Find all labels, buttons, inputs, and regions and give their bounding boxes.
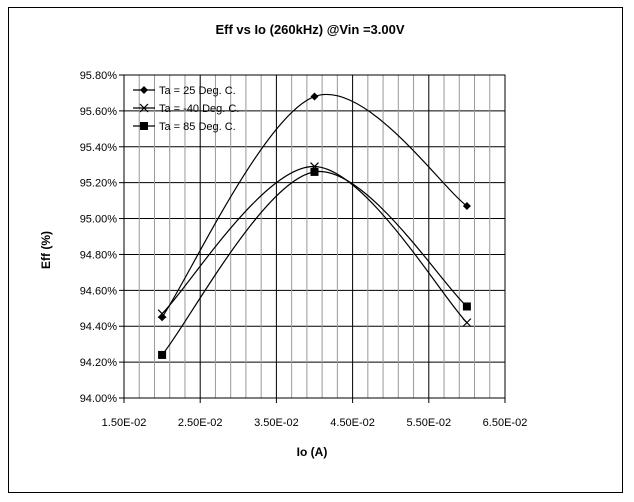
y-tick-label: 94.80% <box>80 249 118 261</box>
data-point-series-1 <box>462 201 471 210</box>
y-axis-ticks: 94.00% 94.20% 94.40% 94.60% 94.80% 95.00% 95.2… <box>80 70 124 405</box>
legend-label-1: Ta = 25 Deg. C. <box>159 85 236 97</box>
legend-label-3: Ta = 85 Deg. C. <box>159 121 236 133</box>
series-lines <box>161 93 468 356</box>
series-line-2 <box>161 165 468 324</box>
x-tick-label: 1.50E-02 <box>102 417 147 429</box>
data-point-series-3 <box>310 167 319 176</box>
chart-title: Eff vs Io (260kHz) @Vin =3.00V <box>215 22 404 37</box>
x-axis-title: Io (A) <box>297 445 328 459</box>
y-tick-label: 95.60% <box>80 106 118 118</box>
y-axis-title: Eff (%) <box>39 231 53 269</box>
plot-area <box>123 74 506 399</box>
data-point-series-1 <box>310 92 319 101</box>
data-point-series-3 <box>462 302 471 311</box>
y-tick-label: 95.40% <box>80 142 118 154</box>
series-markers <box>157 92 472 359</box>
x-axis-ticks: 1.50E-02 2.50E-02 3.50E-02 4.50E-02 5.50E-02… <box>102 398 528 429</box>
y-tick-label: 94.20% <box>80 357 118 369</box>
y-tick-label: 95.80% <box>80 70 118 82</box>
data-point-series-3 <box>158 350 167 359</box>
x-tick-label: 5.50E-02 <box>406 417 451 429</box>
y-tick-label: 95.00% <box>80 214 118 226</box>
x-tick-label: 3.50E-02 <box>254 417 299 429</box>
y-tick-label: 95.20% <box>80 178 118 190</box>
x-tick-label: 4.50E-02 <box>330 417 375 429</box>
legend-marker-1 <box>140 86 148 94</box>
chart-frame <box>8 7 623 493</box>
y-tick-label: 94.00% <box>80 393 118 405</box>
data-point-series-2 <box>462 318 472 328</box>
y-tick-label: 94.40% <box>80 321 118 333</box>
data-point-series-2 <box>157 309 167 319</box>
y-tick-label: 94.60% <box>80 285 118 297</box>
legend-marker-3 <box>140 122 148 130</box>
legend-label-2: Ta = -40 Deg. C. <box>159 103 239 115</box>
x-tick-label: 6.50E-02 <box>483 417 528 429</box>
x-tick-label: 2.50E-02 <box>178 417 223 429</box>
legend-marker-2 <box>139 103 149 113</box>
legend: Ta = 25 Deg. C. Ta = -40 Deg. C. Ta = 85 D… <box>133 85 239 133</box>
